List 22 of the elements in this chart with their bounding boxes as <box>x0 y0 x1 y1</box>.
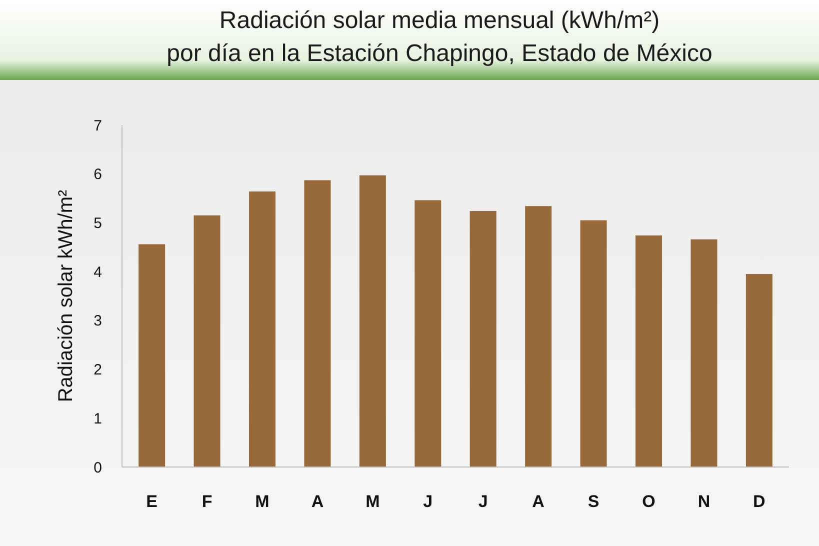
x-tick-label: J <box>423 492 433 511</box>
y-axis-title: Radiación solar kWh/m² <box>55 190 77 402</box>
x-tick-label: J <box>478 492 488 511</box>
y-tick-label: 1 <box>94 410 102 428</box>
x-tick-label: A <box>311 492 324 511</box>
y-tick-label: 5 <box>94 214 102 232</box>
x-tick-label: S <box>588 492 600 511</box>
y-tick-label: 4 <box>94 264 102 281</box>
x-tick-label: O <box>642 492 656 511</box>
y-tick-label: 2 <box>94 362 102 379</box>
y-tick-label: 6 <box>94 166 102 184</box>
y-tick-label: 0 <box>94 459 102 476</box>
y-tick-label: 7 <box>94 117 102 134</box>
x-tick-label: M <box>255 492 270 511</box>
x-tick-label: N <box>698 492 710 511</box>
x-tick-label: F <box>202 492 212 511</box>
x-tick-label: D <box>753 492 766 511</box>
y-tick-label: 3 <box>94 312 102 330</box>
x-tick-label: M <box>366 492 380 511</box>
chart-title: Radiación solar media mensual (kWh/m²) por día en la Estación Chapingo, Estado de México <box>166 7 712 67</box>
x-tick-label: A <box>532 492 544 511</box>
x-tick-label: E <box>146 492 158 511</box>
